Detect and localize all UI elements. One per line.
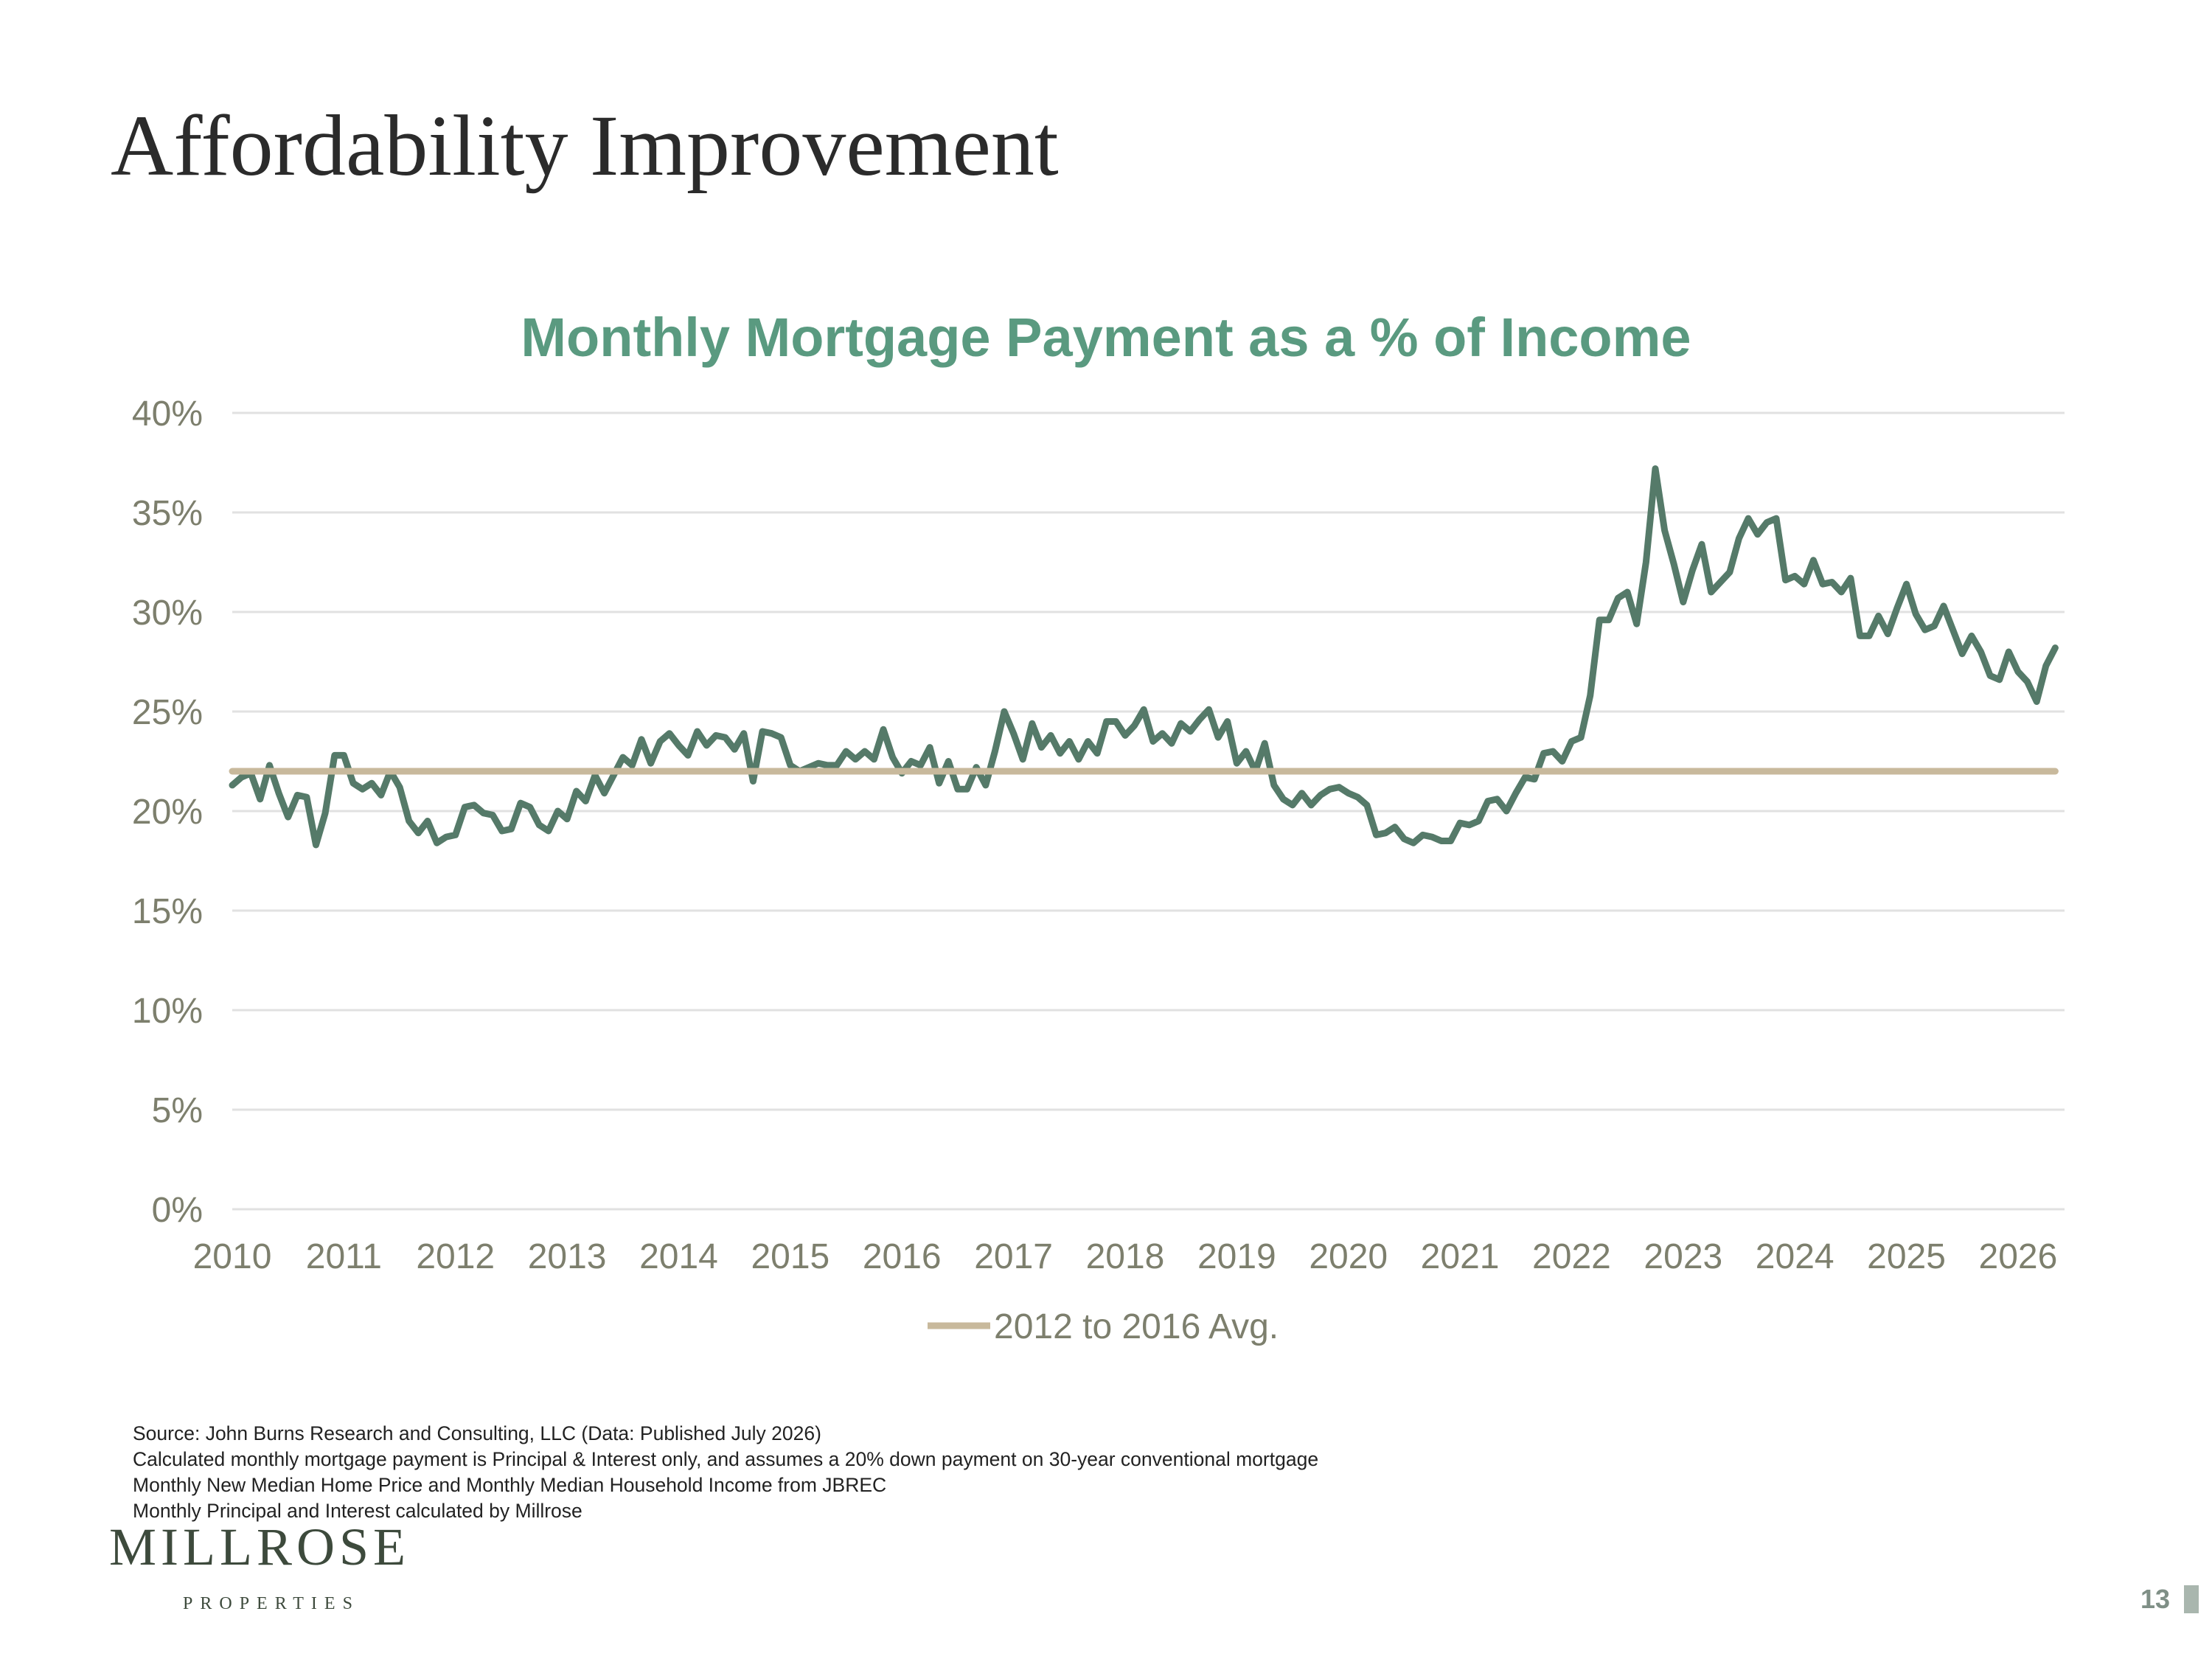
y-tick-label: 0%: [152, 1191, 203, 1230]
x-tick-label: 2022: [1532, 1237, 1611, 1276]
x-tick-label: 2019: [1197, 1237, 1276, 1276]
data-note: Monthly New Median Home Price and Monthl…: [133, 1474, 887, 1496]
legend-label: 2012 to 2016 Avg.: [994, 1307, 1279, 1346]
x-tick-label: 2012: [416, 1237, 495, 1276]
millrose-logo: MILLROSE PROPERTIES: [109, 1520, 441, 1614]
logo-subtitle: PROPERTIES: [183, 1594, 360, 1613]
y-tick-label: 25%: [132, 693, 203, 732]
page-number: 13: [2140, 1584, 2171, 1614]
x-tick-label: 2010: [193, 1237, 272, 1276]
y-tick-label: 40%: [132, 394, 203, 434]
page-marker: [2184, 1585, 2199, 1613]
source-notes: Source: John Burns Research and Consulti…: [133, 1421, 1318, 1524]
x-tick-label: 2016: [863, 1237, 942, 1276]
y-tick-label: 30%: [132, 594, 203, 633]
x-tick-label: 2011: [306, 1237, 382, 1276]
x-tick-label: 2023: [1644, 1237, 1722, 1276]
x-tick-label: 2017: [974, 1237, 1053, 1276]
x-tick-label: 2014: [639, 1237, 718, 1276]
methodology-note: Calculated monthly mortgage payment is P…: [133, 1448, 1319, 1470]
chart-title: Monthly Mortgage Payment as a % of Incom…: [521, 307, 1691, 368]
source-note: Source: John Burns Research and Consulti…: [133, 1422, 821, 1444]
x-tick-label: 2015: [751, 1237, 830, 1276]
x-tick-label: 2021: [1421, 1237, 1500, 1276]
y-tick-label: 10%: [132, 992, 203, 1031]
x-tick-label: 2018: [1086, 1237, 1165, 1276]
y-tick-label: 20%: [132, 793, 203, 832]
x-tick-label: 2013: [528, 1237, 607, 1276]
x-tick-label: 2026: [1979, 1237, 2058, 1276]
y-tick-label: 35%: [132, 494, 203, 533]
payment-series-line: [229, 465, 2059, 849]
y-tick-label: 5%: [152, 1091, 203, 1130]
calculation-note: Monthly Principal and Interest calculate…: [133, 1500, 582, 1522]
slide-title: Affordability Improvement: [111, 97, 1059, 194]
x-tick-label: 2024: [1756, 1237, 1834, 1276]
x-tick-label: 2020: [1309, 1237, 1388, 1276]
logo-wordmark: MILLROSE: [109, 1517, 410, 1576]
x-tick-label: 2025: [1867, 1237, 1946, 1276]
y-tick-label: 15%: [132, 892, 203, 931]
